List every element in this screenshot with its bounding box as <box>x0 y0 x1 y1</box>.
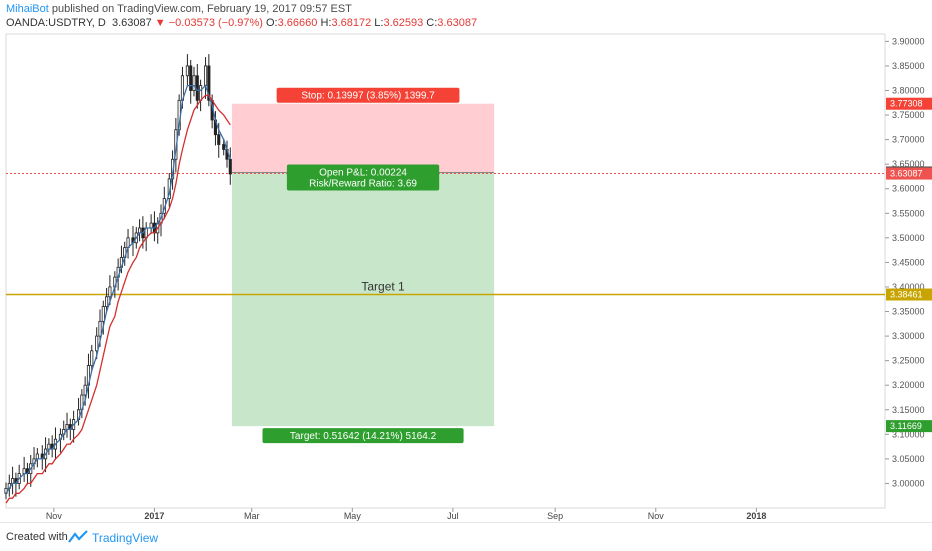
y-tick-label: 3.90000 <box>892 36 925 46</box>
candle-body <box>83 384 87 396</box>
y-tick-label: 3.10000 <box>892 429 925 439</box>
target-badge-text: Target: 0.51642 (14.21%) 5164.2 <box>290 431 437 442</box>
axis-badge-label: 3.63087 <box>890 169 923 179</box>
y-tick-label: 3.45000 <box>892 257 925 267</box>
target-badge-bg <box>262 428 464 444</box>
stop-zone <box>231 103 495 173</box>
candle-body <box>149 222 153 229</box>
candle-body <box>95 335 99 352</box>
candle-body <box>228 158 232 175</box>
x-tick-label: 2018 <box>746 511 766 521</box>
close-value: 3.63087 <box>437 17 478 29</box>
open-label: O: <box>266 17 278 29</box>
y-tick-label: 3.15000 <box>892 405 925 415</box>
candle-body <box>203 65 208 86</box>
candle-body <box>222 144 226 150</box>
publish-info: published on TradingView.com, February 1… <box>48 3 352 15</box>
candle-body <box>138 227 142 234</box>
candle-body <box>189 65 193 91</box>
pnl-badge-text: Open P&L: 0.00224 <box>319 167 407 178</box>
y-tick-label: 3.30000 <box>892 331 925 341</box>
close-label: C: <box>426 17 438 29</box>
x-tick-label: Nov <box>46 511 63 521</box>
candle-body <box>101 306 105 322</box>
x-tick-label: Mar <box>244 511 260 521</box>
x-tick-label: 2017 <box>144 511 164 521</box>
y-tick-label: 3.60000 <box>892 184 925 194</box>
candle-body <box>195 75 199 101</box>
candle-body <box>35 453 39 460</box>
high-value: 3.68172 <box>331 17 372 29</box>
y-tick-label: 3.55000 <box>892 208 925 218</box>
y-tick-label: 3.50000 <box>892 233 925 243</box>
x-tick-label: Jul <box>447 511 459 521</box>
ma-fast-line <box>5 84 231 494</box>
y-tick-label: 3.65000 <box>892 159 925 169</box>
y-tick-label: 3.35000 <box>892 307 925 317</box>
candle-body <box>11 478 15 484</box>
x-tick-label: Nov <box>648 511 665 521</box>
y-tick-label: 3.05000 <box>892 454 925 464</box>
y-tick-label: 3.85000 <box>892 61 925 71</box>
x-tick-label: Sep <box>547 511 563 521</box>
y-tick-label: 3.75000 <box>892 110 925 120</box>
candle-body <box>22 468 26 475</box>
ma-slow-line <box>5 94 231 504</box>
y-tick-label: 3.40000 <box>892 282 925 292</box>
candle-body <box>217 134 221 145</box>
high-label: H: <box>320 17 332 29</box>
candle-body <box>105 296 109 308</box>
stop-badge-text: Stop: 0.13997 (3.85%) 1399.7 <box>301 91 435 102</box>
candle-body <box>98 320 102 337</box>
low-value: 3.62593 <box>383 17 424 29</box>
open-value: 3.66660 <box>277 17 318 29</box>
author-link[interactable]: MihaiBot <box>6 3 49 15</box>
axis-badge-label: 3.38461 <box>890 290 923 300</box>
stop-badge-bg <box>276 87 460 103</box>
x-tick-label: May <box>344 511 362 521</box>
axis-badge-bg <box>886 420 932 433</box>
candle-body <box>199 85 203 101</box>
pnl-badge-text: Risk/Reward Ratio: 3.69 <box>309 178 417 189</box>
last-price: 3.63087 <box>111 17 152 29</box>
symbol-label: OANDA:USDTRY, D <box>6 17 106 29</box>
down-arrow-icon: ▼ <box>154 17 166 29</box>
y-tick-label: 3.20000 <box>892 380 925 390</box>
candle-body <box>108 286 112 298</box>
axis-badge-bg <box>886 97 932 110</box>
axis-badge-bg <box>886 288 932 301</box>
candle-body <box>47 443 51 450</box>
y-tick-label: 3.70000 <box>892 135 925 145</box>
y-tick-label: 3.25000 <box>892 356 925 366</box>
footer-bar: Created with TradingView <box>0 522 932 551</box>
axis-badge-label: 3.11669 <box>890 421 922 431</box>
target-1-label: Target 1 <box>361 280 405 294</box>
candle-body <box>207 65 211 101</box>
y-tick-label: 3.80000 <box>892 85 925 95</box>
pnl-badge-bg <box>286 164 440 191</box>
candle-body <box>90 350 94 366</box>
tradingview-brand[interactable]: TradingView <box>92 531 159 545</box>
candle-body <box>65 424 69 430</box>
low-label: L: <box>374 17 384 29</box>
y-tick-label: 3.00000 <box>892 478 925 488</box>
candle-body <box>185 65 189 77</box>
candle-body <box>192 75 196 91</box>
created-with-text: Created with <box>6 531 68 543</box>
axis-badge-label: 3.77308 <box>890 99 923 109</box>
axis-badge-bg <box>886 167 932 180</box>
price-change: −0.03573 (−0.97%) <box>168 17 263 29</box>
tradingview-logo-icon <box>68 530 88 543</box>
chart-header: MihaiBot published on TradingView.com, F… <box>6 2 926 32</box>
target-zone <box>231 172 495 427</box>
